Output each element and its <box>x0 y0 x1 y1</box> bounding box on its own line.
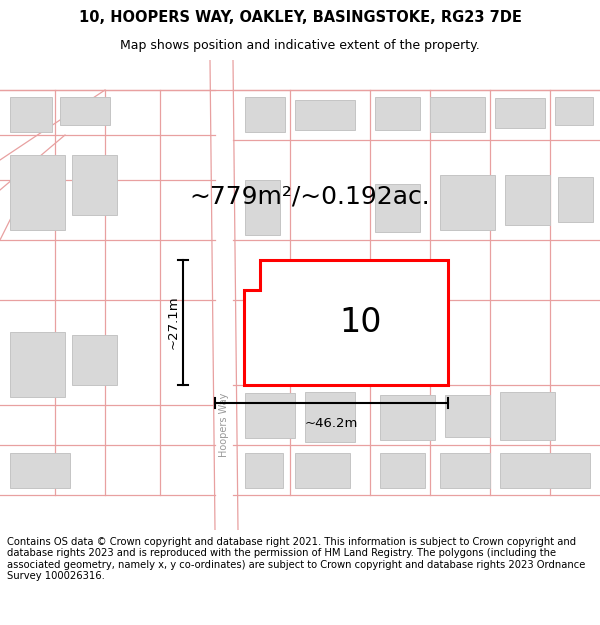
Bar <box>440 175 495 230</box>
Bar <box>495 98 545 128</box>
Bar <box>500 392 555 440</box>
Bar <box>445 395 490 437</box>
Bar <box>245 97 285 132</box>
Text: Contains OS data © Crown copyright and database right 2021. This information is : Contains OS data © Crown copyright and d… <box>7 537 586 581</box>
Bar <box>295 453 350 488</box>
Text: Hoopers Way: Hoopers Way <box>219 393 229 458</box>
Bar <box>245 393 295 438</box>
Text: Map shows position and indicative extent of the property.: Map shows position and indicative extent… <box>120 39 480 51</box>
Bar <box>558 177 593 222</box>
Bar <box>375 97 420 130</box>
Text: ~46.2m: ~46.2m <box>305 417 358 430</box>
Bar <box>10 155 65 230</box>
Bar <box>295 100 355 130</box>
Bar <box>72 335 117 385</box>
Bar <box>72 155 117 215</box>
Bar <box>10 97 52 132</box>
Bar <box>10 453 70 488</box>
Text: ~27.1m: ~27.1m <box>167 296 179 349</box>
Bar <box>375 184 420 232</box>
Bar <box>440 453 490 488</box>
Bar <box>305 392 355 442</box>
Bar <box>380 453 425 488</box>
Bar <box>380 395 435 440</box>
Bar <box>10 332 65 397</box>
Bar <box>245 180 280 235</box>
Bar <box>500 453 590 488</box>
Bar <box>555 97 593 125</box>
Bar <box>60 97 110 125</box>
Text: 10, HOOPERS WAY, OAKLEY, BASINGSTOKE, RG23 7DE: 10, HOOPERS WAY, OAKLEY, BASINGSTOKE, RG… <box>79 11 521 26</box>
Text: 10: 10 <box>340 306 382 339</box>
Bar <box>430 97 485 132</box>
Polygon shape <box>244 260 448 385</box>
Bar <box>505 175 550 225</box>
Bar <box>245 453 283 488</box>
Text: ~779m²/~0.192ac.: ~779m²/~0.192ac. <box>190 185 430 209</box>
